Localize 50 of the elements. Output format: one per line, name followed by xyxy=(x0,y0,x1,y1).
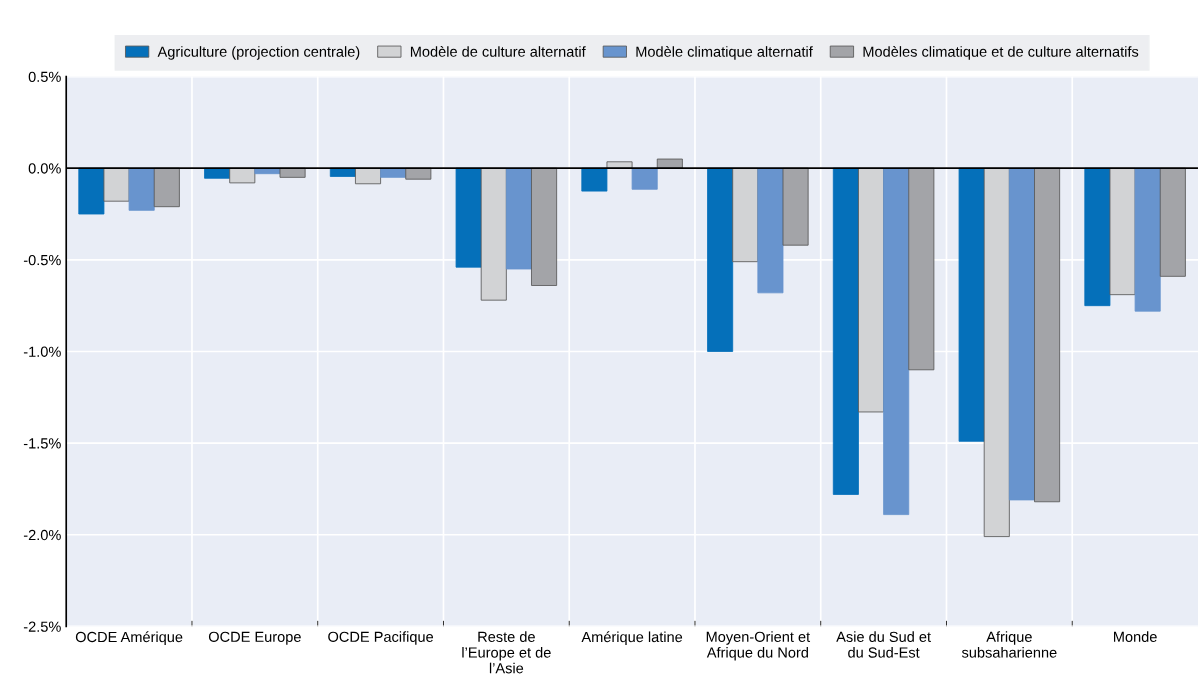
bar xyxy=(1134,167,1161,312)
bar xyxy=(908,167,935,371)
y-tick-label: -2.0% xyxy=(23,529,61,541)
y-tick-label: -0.5% xyxy=(23,254,61,266)
y-tick-label: 0.5% xyxy=(28,71,61,82)
x-tick-label: Reste de l’Europe et de l’Asie xyxy=(462,631,551,674)
legend-label: Agriculture (projection centrale) xyxy=(157,46,360,60)
bar xyxy=(1109,167,1136,296)
legend-label: Modèle de culture alternatif xyxy=(410,45,586,57)
x-tick-label: Amérique latine xyxy=(581,631,683,646)
x-tick-label: Monde xyxy=(1114,631,1157,642)
bar xyxy=(505,167,532,270)
bar xyxy=(480,167,507,301)
bar xyxy=(103,167,130,202)
x-tick-label: OCDE Pacifique xyxy=(328,631,434,645)
y-tick-label: -1.0% xyxy=(23,346,61,357)
x-tick-label: Afrique subsaharienne xyxy=(961,631,1057,658)
y-tick-label: -2.5% xyxy=(23,621,61,632)
x-tick-label: Asie du Sud et du Sud-Est xyxy=(836,631,931,658)
bar xyxy=(631,167,658,190)
y-tick-label: 0.0% xyxy=(28,163,61,174)
bar xyxy=(405,167,432,180)
bar xyxy=(1034,167,1061,503)
bar xyxy=(229,167,256,184)
bar xyxy=(455,167,482,268)
bar xyxy=(581,167,608,192)
bar xyxy=(153,167,180,208)
bar xyxy=(883,167,910,516)
bar xyxy=(128,167,155,211)
legend-label: Modèle climatique alternatif xyxy=(636,45,813,60)
x-tick-label: OCDE Europe xyxy=(208,631,301,645)
bar xyxy=(78,167,105,215)
legend-label: Modèles climatique et de culture alternatifs xyxy=(863,45,1139,60)
bar xyxy=(656,158,683,169)
y-tick-label: -1.5% xyxy=(23,438,61,449)
x-tick-label: Moyen-Orient et Afrique du Nord xyxy=(706,631,811,661)
x-tick-label: OCDE Amérique xyxy=(75,631,183,646)
bar xyxy=(757,167,784,294)
bar xyxy=(1084,167,1111,307)
bar xyxy=(279,167,306,178)
bar xyxy=(1008,167,1035,501)
bar xyxy=(732,167,759,263)
bar xyxy=(858,167,885,413)
bar xyxy=(531,167,558,286)
bar xyxy=(707,167,734,352)
bar xyxy=(782,167,809,246)
bar xyxy=(958,167,985,442)
bar xyxy=(983,167,1010,538)
bar xyxy=(1159,167,1186,277)
bar xyxy=(832,167,859,495)
